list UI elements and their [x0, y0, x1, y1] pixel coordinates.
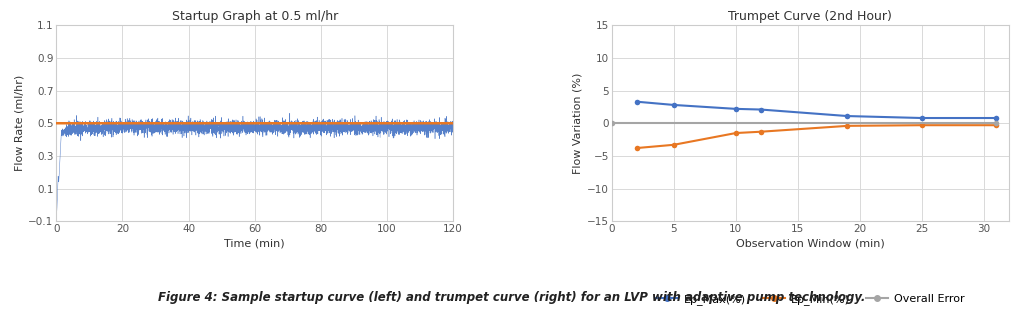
Ep_Max(%) — [842, 114, 854, 118]
Ep_Min(%) — [668, 143, 680, 147]
Ep_Max(%) — [668, 103, 680, 107]
X-axis label: Time (min): Time (min) — [224, 238, 285, 248]
Ep_Max(%) — [631, 100, 643, 104]
Y-axis label: Flow Variation (%): Flow Variation (%) — [572, 73, 583, 174]
Ep_Max(%) — [730, 107, 742, 111]
Ep_Max(%) — [755, 108, 767, 112]
Ep_Max(%) — [915, 116, 928, 120]
Title: Startup Graph at 0.5 ml/hr: Startup Graph at 0.5 ml/hr — [172, 10, 338, 23]
X-axis label: Observation Window (min): Observation Window (min) — [736, 238, 885, 248]
Y-axis label: Flow Rate (ml/hr): Flow Rate (ml/hr) — [14, 75, 25, 171]
Legend: Ep_Max(%), Ep_Min(%), Overall Error: Ep_Max(%), Ep_Min(%), Overall Error — [651, 289, 969, 309]
Ep_Min(%) — [730, 131, 742, 135]
Ep_Max(%) — [990, 116, 1002, 120]
Line: Ep_Min(%): Ep_Min(%) — [634, 122, 999, 151]
Line: Ep_Max(%): Ep_Max(%) — [634, 99, 999, 121]
Title: Trumpet Curve (2nd Hour): Trumpet Curve (2nd Hour) — [728, 10, 892, 23]
Ep_Min(%) — [631, 146, 643, 150]
Ep_Min(%) — [915, 123, 928, 127]
Ep_Min(%) — [755, 130, 767, 134]
Ep_Min(%) — [842, 124, 854, 128]
Ep_Min(%) — [990, 123, 1002, 127]
Text: Figure 4: Sample startup curve (left) and trumpet curve (right) for an LVP with : Figure 4: Sample startup curve (left) an… — [159, 290, 865, 304]
